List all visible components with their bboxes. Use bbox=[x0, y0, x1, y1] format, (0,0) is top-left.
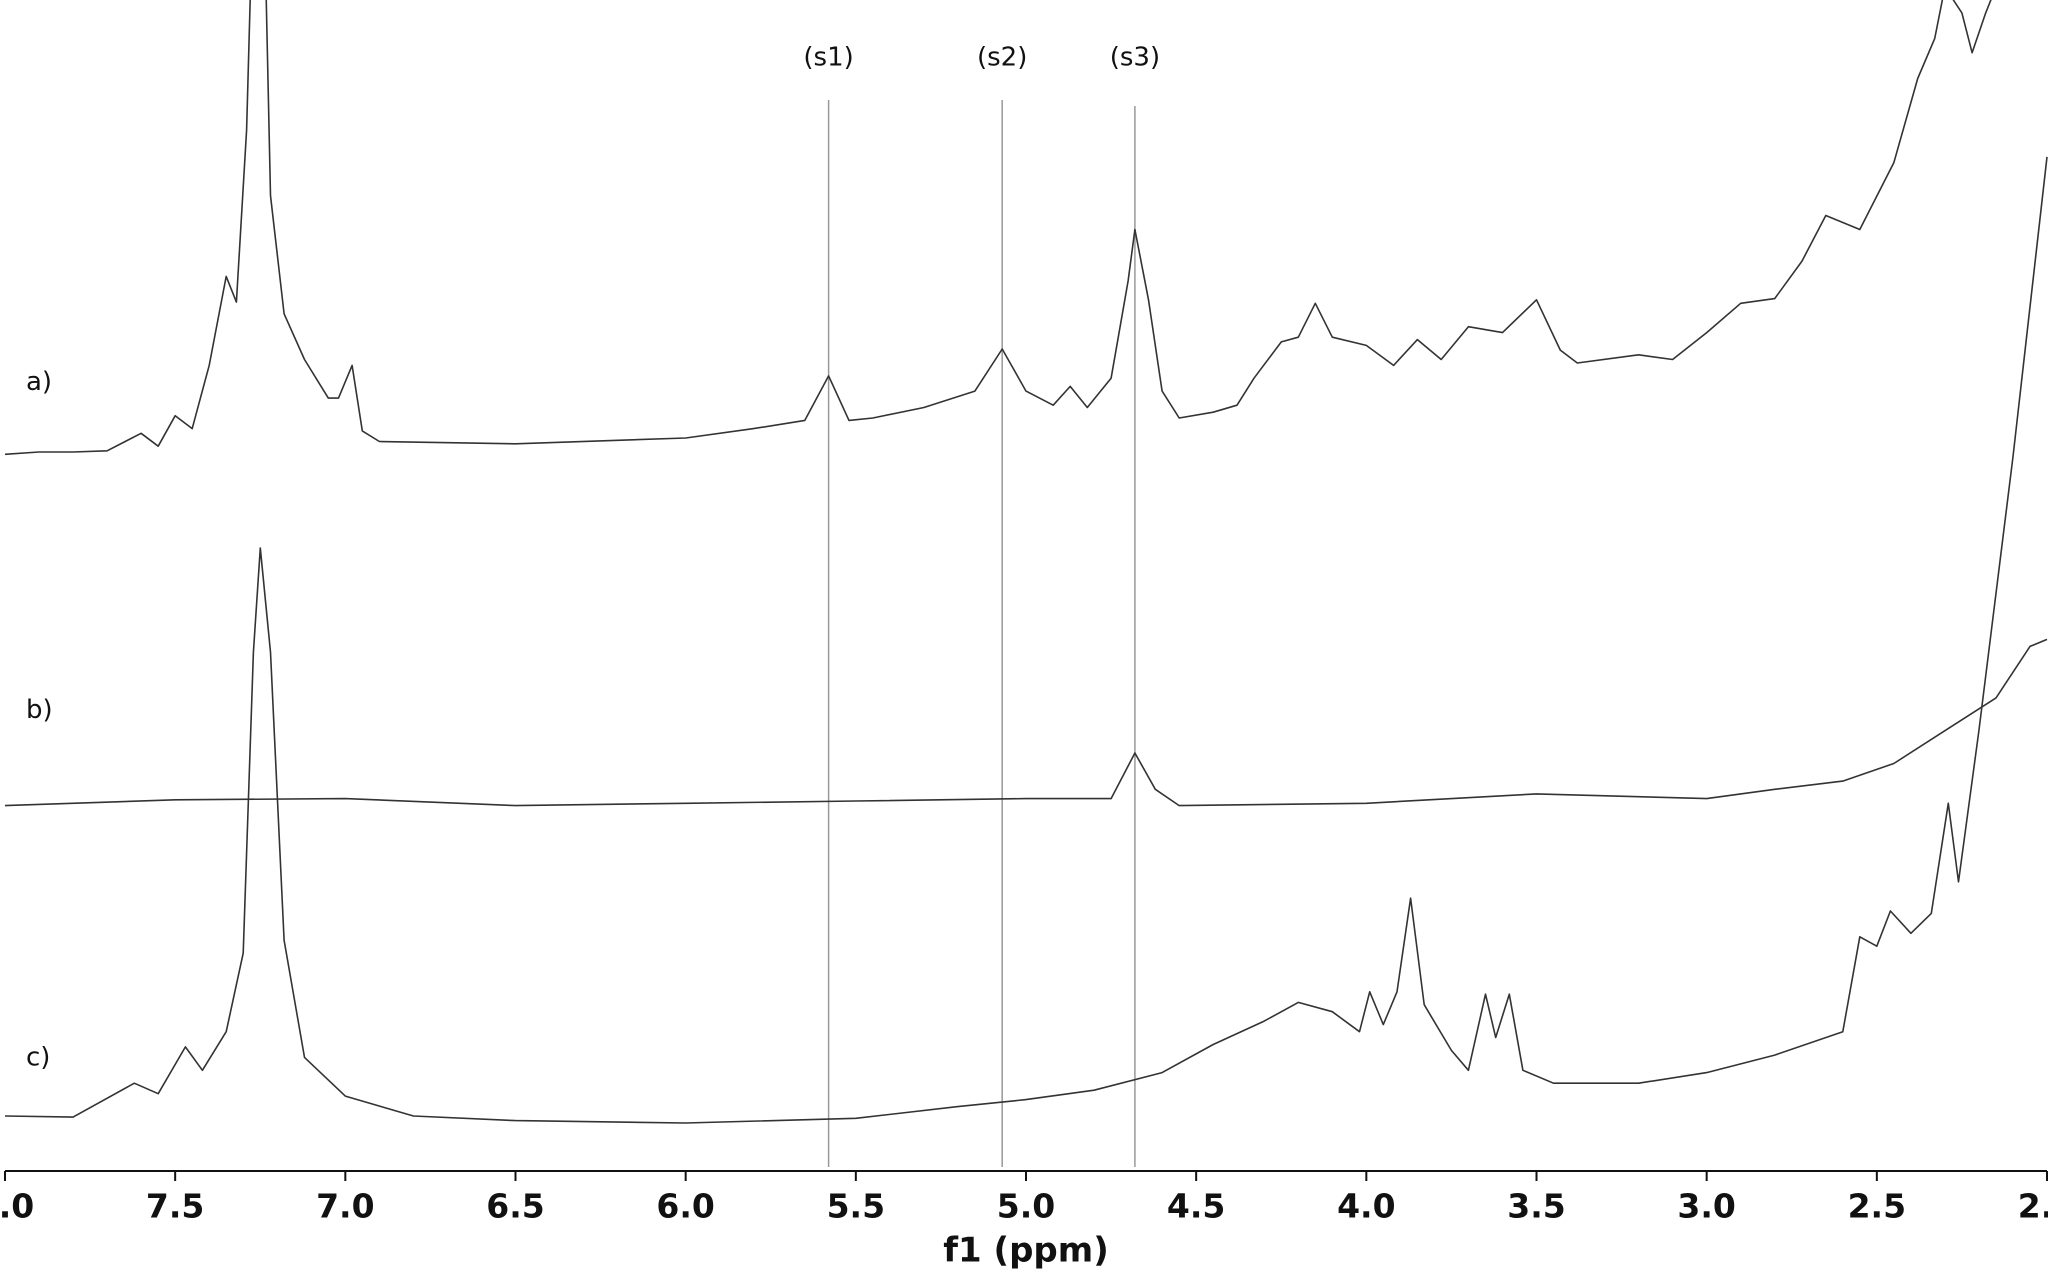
spectrum-line bbox=[4, 156, 2048, 1124]
x-tick-label: 7.0 bbox=[316, 1187, 374, 1226]
x-tick-label: 7.5 bbox=[146, 1187, 204, 1226]
annotation-label: (s3) bbox=[1110, 43, 1160, 73]
series-label: c) bbox=[26, 1042, 50, 1072]
x-tick-label: 4.5 bbox=[1167, 1187, 1225, 1226]
x-axis-title: f1 (ppm) bbox=[943, 1231, 1108, 1271]
spectrum-line bbox=[4, 0, 1992, 456]
spectra bbox=[4, 0, 2048, 1124]
x-tick-label: 3.5 bbox=[1507, 1187, 1565, 1226]
annotation-label: (s2) bbox=[977, 43, 1027, 73]
x-tick-label: 4.0 bbox=[1337, 1187, 1395, 1226]
x-tick-label: 2.0 bbox=[2018, 1187, 2048, 1226]
x-tick-label: 6.0 bbox=[656, 1187, 714, 1226]
x-tick-label: 6.5 bbox=[486, 1187, 544, 1226]
x-tick-label: 5.5 bbox=[827, 1187, 885, 1226]
x-tick-label: 5.0 bbox=[997, 1187, 1055, 1226]
x-tick-label: 8.0 bbox=[0, 1187, 34, 1226]
spectrum-line bbox=[4, 638, 2048, 807]
series-label: b) bbox=[26, 695, 53, 725]
series-label: a) bbox=[26, 367, 52, 397]
x-tick-label: 3.0 bbox=[1677, 1187, 1735, 1226]
annotation-label: (s1) bbox=[803, 43, 853, 73]
x-tick-label: 2.5 bbox=[1848, 1187, 1906, 1226]
